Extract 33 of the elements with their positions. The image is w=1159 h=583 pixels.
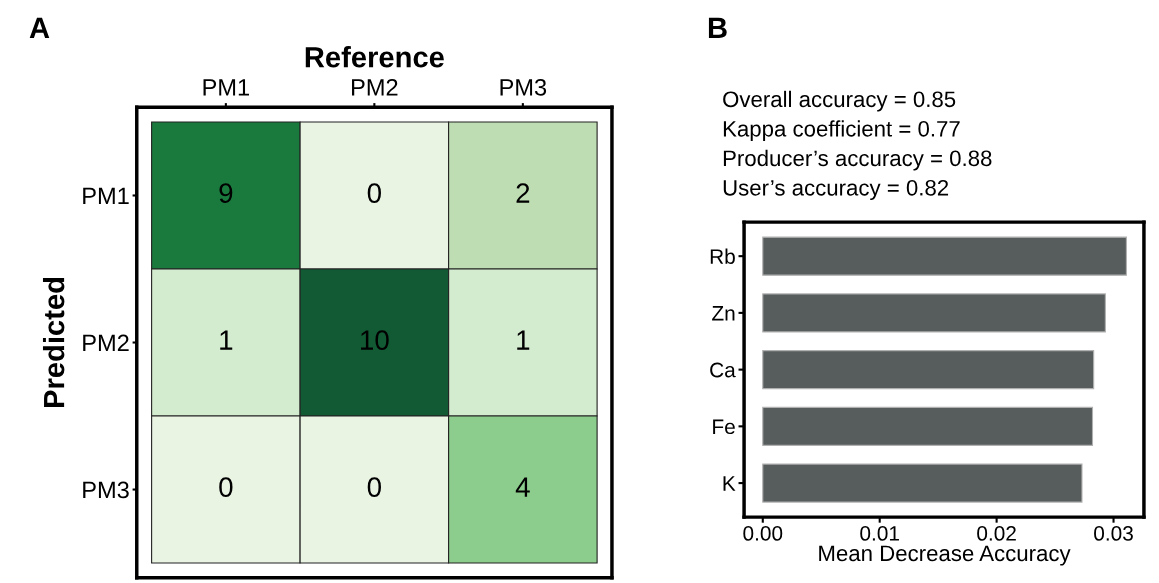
x-tick-label: 0.03 bbox=[1094, 526, 1133, 541]
y-tick-label: K bbox=[723, 476, 736, 491]
data-label: 1 bbox=[220, 330, 233, 350]
x-tick-label: PM3 bbox=[500, 78, 547, 96]
x-tick-label: 0.01 bbox=[860, 526, 899, 541]
text: Overall accuracy = 0.85 bbox=[723, 90, 956, 112]
y-axis-title: Predicted bbox=[42, 277, 65, 408]
x-tick-label: PM1 bbox=[203, 79, 249, 96]
y-tick-label: Fe bbox=[713, 419, 735, 435]
x-tick-label: 0.00 bbox=[743, 526, 783, 541]
chart-title: B bbox=[708, 17, 727, 38]
data-label: 9 bbox=[219, 183, 233, 203]
y-tick-label: PM1 bbox=[83, 187, 129, 205]
text: Producer’s accuracy = 0.88 bbox=[723, 149, 992, 171]
data-label: 1 bbox=[517, 330, 530, 350]
y-tick-label: PM3 bbox=[83, 481, 129, 499]
y-tick-label: Rb bbox=[710, 248, 735, 264]
text: Kappa coefficient = 0.77 bbox=[723, 120, 960, 142]
y-tick-label: Ca bbox=[710, 362, 736, 378]
y-tick-label: PM2 bbox=[83, 334, 129, 352]
chart-title: A bbox=[29, 17, 50, 38]
data-label: 0 bbox=[367, 183, 381, 203]
text: User’s accuracy = 0.82 bbox=[723, 179, 949, 201]
data-label: 0 bbox=[367, 477, 381, 497]
x-axis-title: Reference bbox=[305, 46, 444, 68]
x-axis-title: Mean Decrease Accuracy bbox=[819, 545, 1071, 566]
y-tick-label: Zn bbox=[712, 306, 735, 321]
data-label: 0 bbox=[219, 477, 233, 497]
x-tick-label: 0.02 bbox=[977, 526, 1016, 541]
data-label: 4 bbox=[515, 477, 530, 497]
data-label: 10 bbox=[361, 330, 389, 350]
data-label: 2 bbox=[516, 183, 530, 203]
x-tick-label: PM2 bbox=[352, 78, 398, 96]
